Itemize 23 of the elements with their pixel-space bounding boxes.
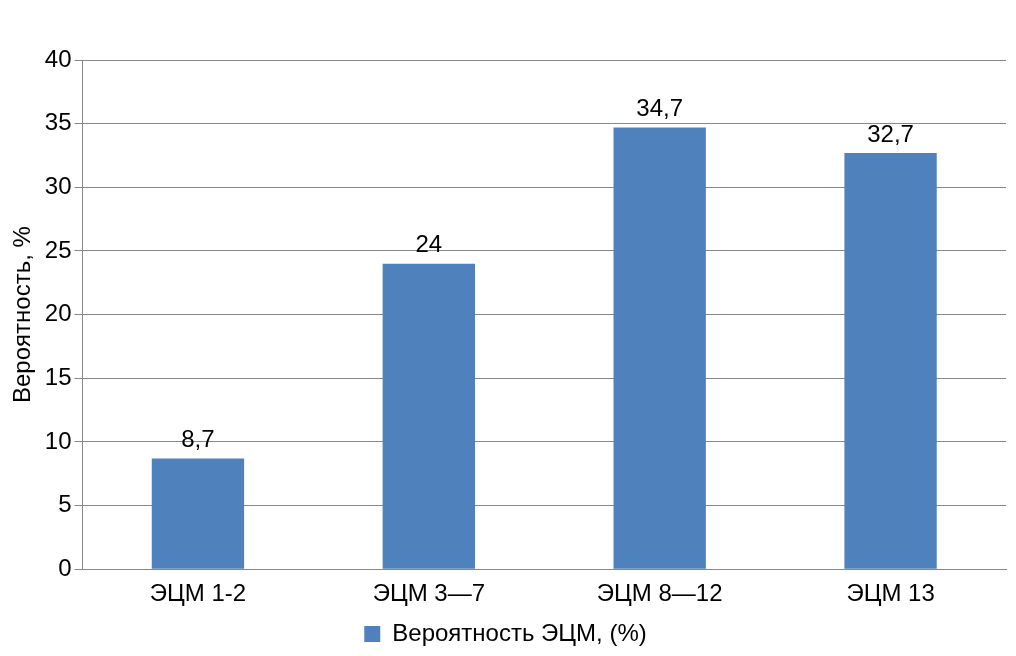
data-label: 24 [415, 230, 443, 258]
legend-label: Вероятность ЭЦМ, (%) [392, 618, 647, 646]
x-tick-label: ЭЦМ 13 [846, 579, 935, 607]
y-tick-label: 30 [44, 171, 72, 199]
bar [844, 152, 937, 569]
y-tick-label: 20 [44, 299, 72, 327]
y-tick-label: 0 [58, 553, 72, 581]
bar [613, 127, 706, 569]
y-tick-label: 10 [44, 426, 72, 454]
y-tick-label: 5 [58, 490, 72, 518]
y-tick-label: 35 [44, 108, 72, 136]
y-axis-title: Вероятность, % [8, 226, 36, 404]
y-tick-label: 40 [44, 44, 72, 72]
bar [151, 458, 245, 569]
y-tick-label: 15 [44, 362, 72, 390]
data-label: 32,7 [867, 119, 914, 147]
x-tick-label: ЭЦМ 3—7 [372, 579, 485, 607]
x-tick-label: ЭЦМ 8—12 [596, 579, 723, 607]
x-tick-label: ЭЦМ 1-2 [149, 579, 247, 607]
data-label: 34,7 [636, 94, 684, 122]
data-label: 8,7 [181, 425, 215, 453]
bar [382, 263, 475, 569]
y-tick-label: 25 [44, 235, 72, 263]
